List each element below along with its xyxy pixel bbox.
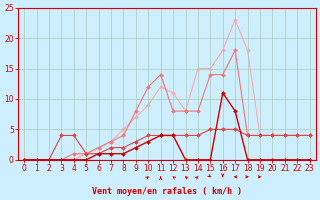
- X-axis label: Vent moyen/en rafales ( km/h ): Vent moyen/en rafales ( km/h ): [92, 187, 242, 196]
